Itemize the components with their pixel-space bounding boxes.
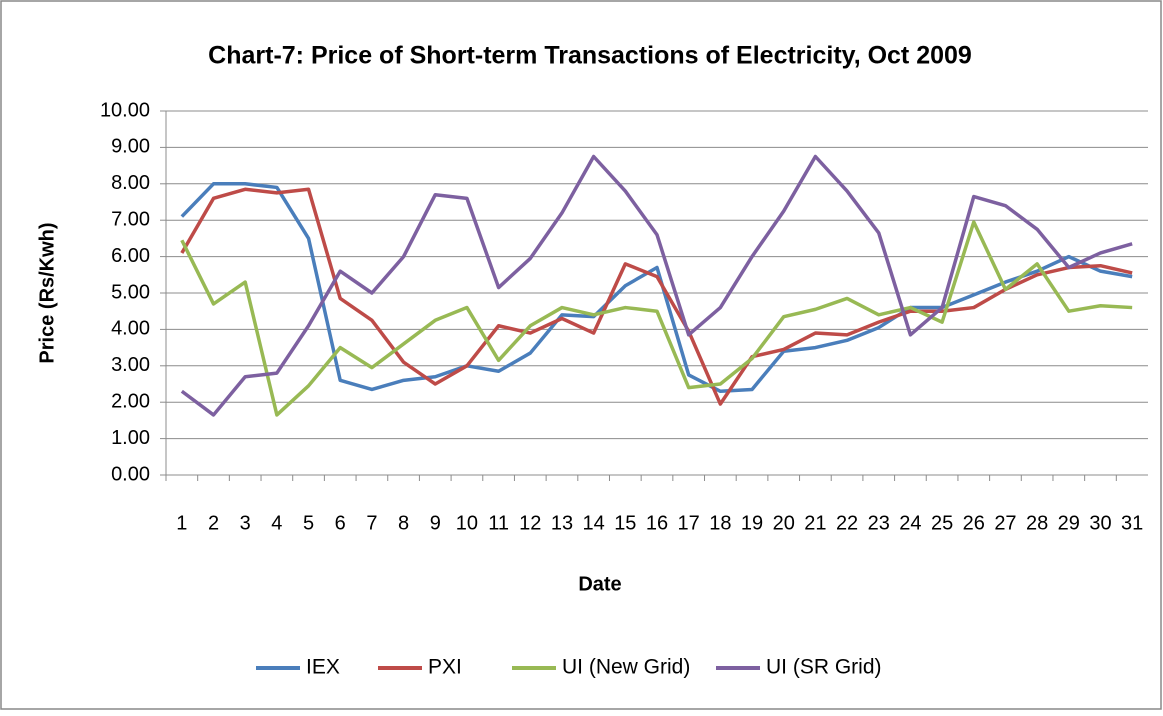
x-axis-title: Date: [578, 573, 621, 595]
x-tick-label: 23: [868, 512, 890, 534]
x-tick-label: 11: [488, 512, 509, 534]
x-tick-label: 16: [646, 512, 668, 534]
series-line: [180, 182, 1133, 394]
y-tick-label: 10.00: [100, 99, 150, 121]
x-tick-label: 10: [456, 512, 478, 534]
x-tick-label: 4: [271, 512, 282, 534]
x-tick-label: 18: [709, 512, 731, 534]
x-tick-label: 5: [303, 512, 314, 534]
y-tick-label: 0.00: [111, 463, 150, 485]
series-line: [180, 187, 1133, 406]
y-tick-label: 4.00: [111, 318, 150, 340]
x-tick-label: 26: [963, 512, 985, 534]
x-tick-label: 2: [208, 512, 219, 534]
x-tick-label: 12: [519, 512, 541, 534]
x-tick-label: 6: [335, 512, 346, 534]
x-tick-label: 20: [773, 512, 795, 534]
x-tick-label: 31: [1121, 512, 1143, 534]
x-tick-label: 17: [678, 512, 700, 534]
y-tick-label: 8.00: [111, 172, 150, 194]
x-tick-label: 13: [551, 512, 573, 534]
y-tick-label: 7.00: [111, 208, 150, 230]
x-tick-label: 7: [366, 512, 377, 534]
x-tick-label: 3: [240, 512, 251, 534]
x-tick-label: 25: [931, 512, 953, 534]
x-tick-label: 28: [1026, 512, 1048, 534]
x-tick-label: 27: [994, 512, 1016, 534]
y-tick-label: 9.00: [111, 136, 150, 158]
y-tick-label: 1.00: [111, 427, 150, 449]
x-tick-label: 19: [741, 512, 763, 534]
y-tick-label: 3.00: [111, 354, 150, 376]
x-tick-label: 14: [583, 512, 605, 534]
legend-label: IEX: [306, 656, 340, 679]
x-tick-label: 9: [430, 512, 441, 534]
y-tick-label: 6.00: [111, 245, 150, 267]
legend-label: PXI: [428, 656, 462, 679]
x-tick-label: 1: [176, 512, 187, 534]
x-tick-label: 21: [804, 512, 826, 534]
y-axis-title: Price (Rs/Kwh): [36, 222, 58, 363]
series-line: [180, 154, 1133, 417]
x-tick-label: 8: [398, 512, 409, 534]
x-tick-label: 30: [1089, 512, 1111, 534]
x-tick-label: 22: [836, 512, 858, 534]
x-tick-label: 24: [899, 512, 921, 534]
y-tick-label: 5.00: [111, 281, 150, 303]
legend-label: UI (New Grid): [562, 656, 690, 679]
y-tick-label: 2.00: [111, 390, 150, 412]
series-line: [180, 220, 1133, 417]
chart-title: Chart-7: Price of Short-term Transaction…: [208, 42, 972, 70]
x-tick-label: 29: [1058, 512, 1080, 534]
legend-label: UI (SR Grid): [766, 656, 882, 679]
x-tick-label: 15: [614, 512, 636, 534]
